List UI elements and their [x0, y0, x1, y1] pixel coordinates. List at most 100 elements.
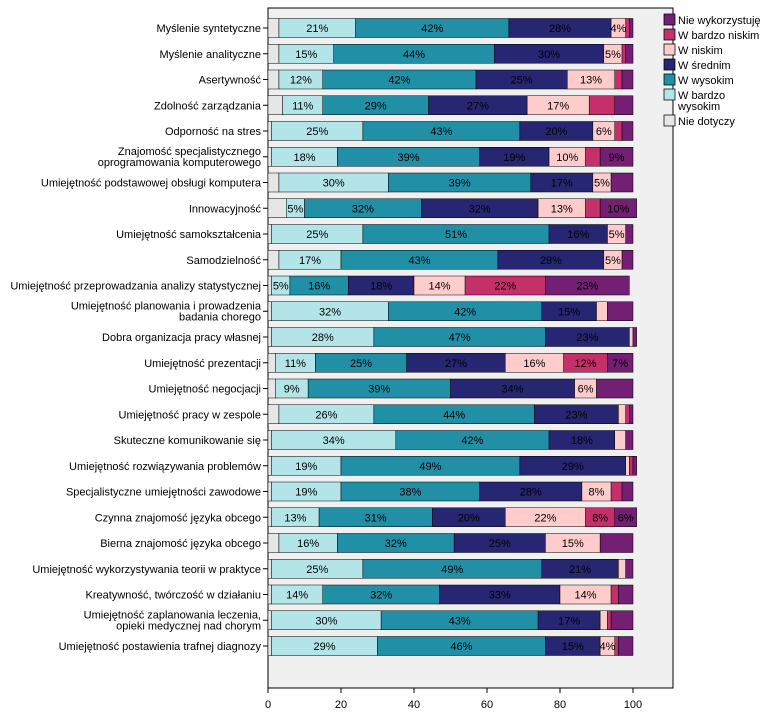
data-label: 4% — [610, 23, 626, 35]
bar-segment — [614, 636, 619, 656]
data-label: 25% — [350, 358, 372, 370]
bar-segment — [618, 404, 626, 424]
data-label: 8% — [592, 512, 608, 524]
data-label: 29% — [562, 461, 584, 473]
data-label: 13% — [580, 75, 602, 87]
data-label: 49% — [419, 461, 441, 473]
category-label: Zdolność zarządzania — [154, 100, 262, 112]
bar-segment — [267, 147, 272, 167]
legend-label: W wysokim — [678, 75, 734, 87]
data-label: 10% — [556, 152, 578, 164]
bar-segment — [607, 610, 612, 630]
data-label: 20% — [458, 512, 480, 524]
legend-swatch — [663, 114, 676, 127]
data-label: 43% — [408, 255, 430, 267]
data-label: 4% — [599, 641, 615, 653]
bar-segment — [614, 95, 634, 115]
data-label: 12% — [290, 75, 312, 87]
legend: Nie wykorzystuję W bardzo niskim W niskim W… — [663, 13, 761, 128]
legend-label: W bardzo wysokim — [677, 90, 725, 113]
data-label: 19% — [295, 461, 317, 473]
bar-segment — [618, 559, 626, 579]
bar-segment — [267, 121, 272, 141]
bar-segment — [625, 430, 634, 450]
data-label: 25% — [511, 75, 533, 87]
x-tick-label: 20 — [335, 699, 347, 711]
data-label: 6% — [578, 384, 594, 396]
bar-segment — [267, 636, 272, 656]
category-label: Specjalistyczne umiejętności zawodowe — [66, 487, 261, 499]
data-label: 28% — [549, 23, 571, 35]
data-label: 27% — [467, 100, 489, 112]
data-label: 34% — [323, 435, 345, 447]
category-label: Skuteczne komunikowanie się — [114, 435, 261, 447]
x-axis: 0 20 40 60 80 100 — [265, 688, 642, 711]
category-label: Asertywność — [199, 75, 262, 87]
legend-swatch — [663, 13, 676, 26]
bar-segment — [267, 610, 272, 630]
data-label: 15% — [562, 641, 584, 653]
data-label: 18% — [293, 152, 315, 164]
data-label: 15% — [558, 306, 580, 318]
data-label: 25% — [306, 564, 328, 576]
legend-label: Nie wykorzystuję — [678, 15, 761, 27]
data-label: 46% — [450, 641, 472, 653]
data-label: 30% — [538, 49, 560, 61]
bar-segment — [267, 95, 283, 115]
data-label: 26% — [315, 409, 337, 421]
data-label: 19% — [295, 487, 317, 499]
category-label: Myślenie analityczne — [160, 49, 262, 61]
data-label: 21% — [306, 23, 328, 35]
data-label: 42% — [388, 75, 410, 87]
category-label: Umiejętność prezentacji — [144, 358, 261, 370]
data-label: 29% — [365, 100, 387, 112]
bar-segment — [267, 456, 272, 476]
bar-segment — [625, 456, 630, 476]
data-label: 39% — [398, 152, 420, 164]
bar-segment — [607, 301, 634, 321]
bar-segment — [625, 224, 634, 244]
x-tick-label: 80 — [554, 699, 566, 711]
bar-segment — [625, 404, 630, 424]
bar-segment — [621, 69, 634, 90]
data-label: 47% — [449, 332, 471, 344]
data-label: 29% — [314, 641, 336, 653]
data-label: 16% — [567, 229, 589, 241]
category-label: Dobra organizacja pracy własnej — [102, 332, 261, 344]
data-label: 20% — [545, 126, 567, 138]
data-label: 23% — [565, 409, 587, 421]
bar-segment — [267, 584, 272, 605]
data-label: 42% — [454, 306, 476, 318]
data-label: 5% — [594, 178, 610, 190]
category-label: Samodzielność — [186, 255, 261, 267]
data-label: 5% — [609, 229, 625, 241]
data-label: 14% — [286, 590, 308, 602]
data-label: 15% — [295, 49, 317, 61]
category-label: Umiejętność postawienia trafnej diagnozy — [59, 641, 262, 653]
data-label: 25% — [489, 538, 511, 550]
bar-segment — [618, 636, 634, 656]
bar-segment — [596, 378, 634, 399]
data-label: 13% — [551, 203, 573, 215]
bar-segment — [267, 353, 276, 373]
category-label: Innowacyjność — [189, 203, 262, 215]
data-label: 44% — [403, 49, 425, 61]
data-label: 23% — [576, 281, 598, 293]
category-label: Umiejętność samokształcenia — [116, 229, 262, 241]
category-label: Umiejętność przeprowadzania analizy stat… — [10, 281, 261, 293]
category-label: Umiejętność pracy w zespole — [119, 409, 261, 421]
bar-segment — [614, 121, 623, 141]
data-label: 30% — [323, 178, 345, 190]
data-label: 42% — [461, 435, 483, 447]
legend-swatch — [663, 58, 676, 71]
legend-label: W średnim — [678, 60, 731, 72]
bars-group: 21% 42% 28% 4% 15% 44% 30% 5% 12% 42% 25% 13% 11% 29%… — [267, 18, 637, 656]
data-label: 32% — [385, 538, 407, 550]
legend-label: W bardzo niskim — [678, 30, 759, 42]
data-label: 22% — [534, 512, 556, 524]
bar-segment — [599, 610, 608, 630]
bar-segment — [599, 198, 637, 218]
bar-segment — [607, 353, 634, 373]
category-label: Umiejętność wykorzystywania teorii w pra… — [32, 564, 261, 576]
